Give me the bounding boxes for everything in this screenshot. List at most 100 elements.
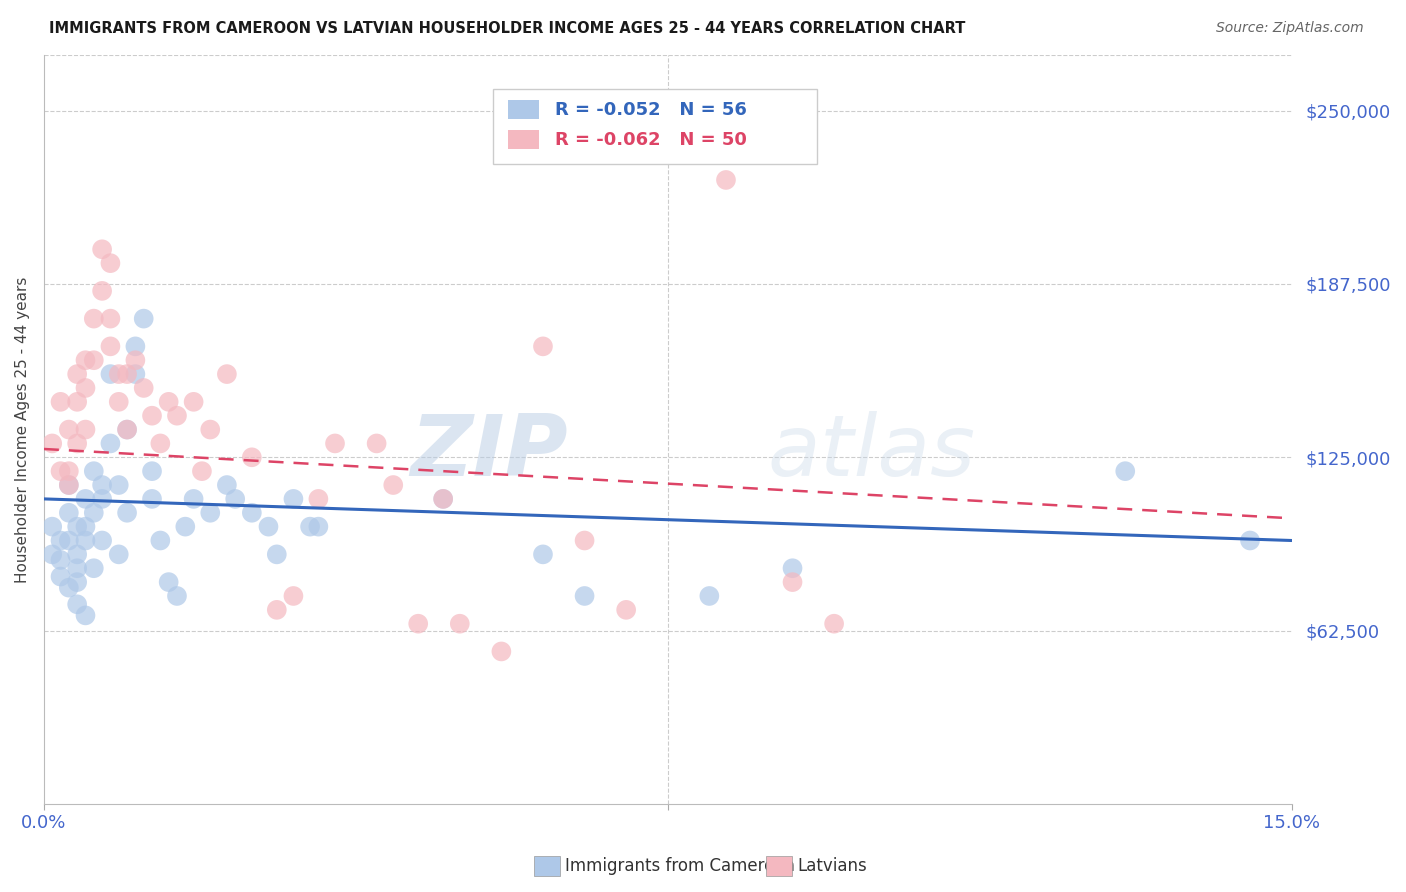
Point bbox=[66, 519, 89, 533]
Point bbox=[240, 506, 263, 520]
Point bbox=[66, 394, 89, 409]
Point bbox=[58, 478, 80, 492]
Point bbox=[200, 423, 222, 437]
FancyBboxPatch shape bbox=[494, 89, 817, 164]
Point bbox=[266, 603, 288, 617]
Point bbox=[240, 450, 263, 465]
Point bbox=[299, 519, 322, 533]
FancyBboxPatch shape bbox=[508, 130, 540, 149]
Point bbox=[115, 423, 138, 437]
Point bbox=[823, 616, 845, 631]
Point bbox=[124, 353, 146, 368]
Point bbox=[132, 311, 155, 326]
Point bbox=[66, 547, 89, 561]
Point bbox=[75, 533, 97, 548]
Point bbox=[58, 464, 80, 478]
Point bbox=[115, 367, 138, 381]
Point bbox=[91, 478, 114, 492]
Point bbox=[782, 561, 804, 575]
Point bbox=[166, 589, 188, 603]
Point bbox=[75, 608, 97, 623]
Point bbox=[58, 533, 80, 548]
Point bbox=[191, 464, 214, 478]
Point bbox=[1239, 533, 1261, 548]
Point bbox=[83, 353, 105, 368]
Point bbox=[432, 491, 454, 506]
Point bbox=[49, 569, 72, 583]
Point bbox=[91, 284, 114, 298]
Text: R = -0.062   N = 50: R = -0.062 N = 50 bbox=[555, 131, 748, 149]
Point bbox=[283, 589, 305, 603]
Point bbox=[491, 644, 513, 658]
Point bbox=[83, 464, 105, 478]
Point bbox=[41, 436, 63, 450]
Point bbox=[574, 589, 596, 603]
Point bbox=[91, 491, 114, 506]
Point bbox=[141, 491, 163, 506]
Point bbox=[75, 491, 97, 506]
Point bbox=[58, 581, 80, 595]
Point bbox=[307, 519, 329, 533]
Point bbox=[714, 173, 737, 187]
Point bbox=[283, 491, 305, 506]
Point bbox=[266, 547, 288, 561]
Point bbox=[66, 561, 89, 575]
Point bbox=[100, 311, 122, 326]
Point bbox=[75, 519, 97, 533]
Text: Immigrants from Cameroon: Immigrants from Cameroon bbox=[565, 857, 794, 875]
Point bbox=[382, 478, 405, 492]
Point bbox=[174, 519, 197, 533]
Text: IMMIGRANTS FROM CAMEROON VS LATVIAN HOUSEHOLDER INCOME AGES 25 - 44 YEARS CORREL: IMMIGRANTS FROM CAMEROON VS LATVIAN HOUS… bbox=[49, 21, 966, 36]
Point bbox=[115, 506, 138, 520]
Text: ZIP: ZIP bbox=[411, 410, 568, 493]
Point bbox=[157, 575, 180, 590]
FancyBboxPatch shape bbox=[508, 101, 540, 120]
Point bbox=[782, 575, 804, 590]
Point bbox=[124, 367, 146, 381]
Point bbox=[66, 367, 89, 381]
Point bbox=[124, 339, 146, 353]
Point bbox=[449, 616, 471, 631]
Text: atlas: atlas bbox=[768, 410, 976, 493]
Point bbox=[49, 464, 72, 478]
Point bbox=[183, 394, 205, 409]
Point bbox=[41, 519, 63, 533]
Point bbox=[183, 491, 205, 506]
Point bbox=[58, 506, 80, 520]
Point bbox=[141, 409, 163, 423]
Point bbox=[107, 367, 129, 381]
Point bbox=[149, 436, 172, 450]
Point bbox=[107, 478, 129, 492]
Point bbox=[75, 423, 97, 437]
Point bbox=[49, 553, 72, 567]
Point bbox=[83, 561, 105, 575]
Y-axis label: Householder Income Ages 25 - 44 years: Householder Income Ages 25 - 44 years bbox=[15, 277, 30, 582]
Point bbox=[107, 394, 129, 409]
Point bbox=[531, 339, 554, 353]
Point bbox=[432, 491, 454, 506]
Text: Latvians: Latvians bbox=[797, 857, 868, 875]
Point bbox=[366, 436, 388, 450]
Point bbox=[83, 506, 105, 520]
Point bbox=[107, 547, 129, 561]
Point bbox=[531, 547, 554, 561]
Point bbox=[66, 436, 89, 450]
Point bbox=[58, 478, 80, 492]
Point bbox=[141, 464, 163, 478]
Point bbox=[49, 533, 72, 548]
Text: Source: ZipAtlas.com: Source: ZipAtlas.com bbox=[1216, 21, 1364, 35]
Point bbox=[157, 394, 180, 409]
Point bbox=[166, 409, 188, 423]
Point bbox=[66, 597, 89, 611]
Point bbox=[132, 381, 155, 395]
Point bbox=[100, 339, 122, 353]
Point bbox=[75, 353, 97, 368]
Point bbox=[224, 491, 246, 506]
Point bbox=[307, 491, 329, 506]
Point bbox=[257, 519, 280, 533]
Point bbox=[91, 533, 114, 548]
Point bbox=[215, 367, 238, 381]
Point bbox=[83, 311, 105, 326]
Point bbox=[100, 256, 122, 270]
Point bbox=[58, 423, 80, 437]
